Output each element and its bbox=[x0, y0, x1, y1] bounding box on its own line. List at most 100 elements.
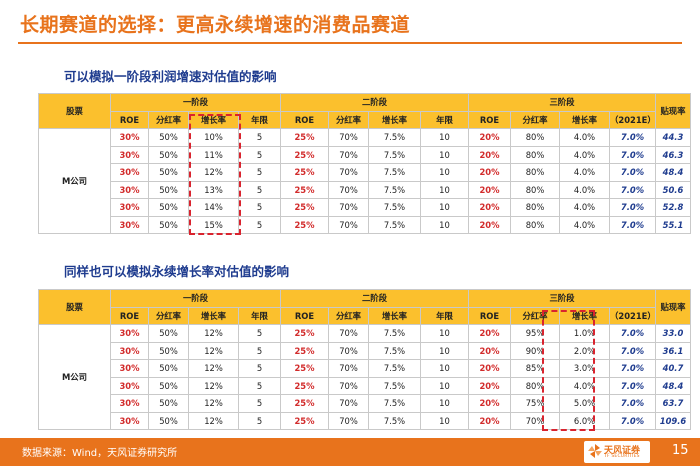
table-row: 30% 50% 12% 5 25% 70% 7.5% 10 20% 70% 6.0% 7.0% 109.… bbox=[39, 411, 691, 430]
table-cell: 20% bbox=[468, 180, 511, 199]
table-cell: 20% bbox=[468, 198, 511, 217]
header-metric: ROE bbox=[280, 306, 329, 325]
table-cell: 7.5% bbox=[368, 324, 421, 343]
table-row: 30% 50% 11% 5 25% 70% 7.5% 10 20% 80% 4.0% 7.0% 46.3 bbox=[39, 145, 691, 164]
table-cell: 7.5% bbox=[368, 376, 421, 395]
table-row: 30% 50% 12% 5 25% 70% 7.5% 10 20% 75% 5.0% 7.0% 63.7 bbox=[39, 394, 691, 413]
table-row: 30% 50% 12% 5 25% 70% 7.5% 10 20% 80% 4.0% 7.0% 48.4 bbox=[39, 163, 691, 182]
header-metric: 分红率 bbox=[328, 306, 369, 325]
table-row: M公司 30% 50% 10% 5 25% 70% 7.5% 10 20% 80% 4.0% 7.0% 4… bbox=[38, 128, 691, 234]
table-cell: 30% bbox=[110, 359, 149, 378]
header-row-stages: 股票一阶段二阶段三阶段贴现率理论PE bbox=[38, 93, 691, 129]
table-cell: 30% bbox=[110, 215, 149, 234]
table-cell: 7.5% bbox=[368, 341, 421, 360]
header-stage2: 二阶段 bbox=[280, 93, 469, 112]
table-cell: 25% bbox=[280, 394, 329, 413]
table-cell: 46.3 bbox=[655, 145, 691, 164]
header-stage2: 二阶段 bbox=[280, 289, 469, 308]
pinwheel-icon bbox=[588, 444, 602, 458]
table-cell: 20% bbox=[468, 128, 511, 147]
page-title: 长期赛道的选择：更高永续增速的消费品赛道 bbox=[20, 14, 411, 36]
table-cell: 4.0% bbox=[559, 163, 610, 182]
table-cell: 50% bbox=[148, 180, 189, 199]
table-cell: 80% bbox=[510, 215, 560, 234]
table-cell: 10 bbox=[420, 359, 469, 378]
table-cell: 25% bbox=[280, 145, 329, 164]
table-cell: 10 bbox=[420, 394, 469, 413]
table-cell: 80% bbox=[510, 198, 560, 217]
table-cell: 12% bbox=[188, 359, 239, 378]
table-cell: 70% bbox=[328, 341, 369, 360]
table-cell: 70% bbox=[328, 163, 369, 182]
table-cell: 20% bbox=[468, 163, 511, 182]
table-cell: 55.1 bbox=[655, 215, 691, 234]
highlight-stage3-growth-column bbox=[542, 310, 595, 431]
table-cell: 70% bbox=[328, 394, 369, 413]
table-cell: 10 bbox=[420, 128, 469, 147]
header-stage1: 一阶段 bbox=[110, 289, 281, 308]
table-cell: 7.5% bbox=[368, 180, 421, 199]
table-cell: 7.0% bbox=[609, 411, 656, 430]
table-cell: 7.5% bbox=[368, 359, 421, 378]
table-cell: 70% bbox=[328, 215, 369, 234]
table-row: 30% 50% 15% 5 25% 70% 7.5% 10 20% 80% 4.0% 7.0% 55.1 bbox=[39, 215, 691, 234]
table-cell: 52.8 bbox=[655, 198, 691, 217]
table-cell: 7.0% bbox=[609, 394, 656, 413]
table-cell: 50% bbox=[148, 215, 189, 234]
table-cell: 20% bbox=[468, 359, 511, 378]
valuation-table-perpetual-growth: 股票一阶段二阶段三阶段贴现率理论PEROE分红率增长率年限ROE分红率增长率年限… bbox=[38, 289, 691, 430]
table-cell: 50% bbox=[148, 411, 189, 430]
table-cell: 30% bbox=[110, 324, 149, 343]
table-cell: 70% bbox=[328, 145, 369, 164]
table-cell: 7.5% bbox=[368, 128, 421, 147]
table-cell: 30% bbox=[110, 341, 149, 360]
table-cell: 7.0% bbox=[609, 180, 656, 199]
table-cell: 30% bbox=[110, 394, 149, 413]
table-cell: 12% bbox=[188, 324, 239, 343]
header-metric: 年限 bbox=[238, 306, 281, 325]
table-cell: 80% bbox=[510, 128, 560, 147]
table-cell: 70% bbox=[328, 376, 369, 395]
table-cell: 25% bbox=[280, 198, 329, 217]
header-row-metrics: ROE 分红率 增长率 年限 ROE 分红率 增长率 年限 ROE 分红率 增长率 （2021E） bbox=[39, 110, 691, 129]
table-cell: 7.5% bbox=[368, 198, 421, 217]
table-cell: 30% bbox=[110, 411, 149, 430]
section-title-stage1: 可以模拟一阶段利润增速对估值的影响 bbox=[64, 69, 277, 84]
table-cell: 10 bbox=[420, 215, 469, 234]
valuation-table-stage1-growth: 股票一阶段二阶段三阶段贴现率理论PEROE分红率增长率年限ROE分红率增长率年限… bbox=[38, 93, 691, 234]
header-row-stages: 股票一阶段二阶段三阶段贴现率理论PE bbox=[38, 289, 691, 325]
table-cell: 7.0% bbox=[609, 359, 656, 378]
table-cell: 20% bbox=[468, 376, 511, 395]
table-cell: 80% bbox=[510, 163, 560, 182]
table-cell: 7.0% bbox=[609, 341, 656, 360]
table-cell: 50% bbox=[148, 394, 189, 413]
table-cell: 4.0% bbox=[559, 145, 610, 164]
table-cell: 48.4 bbox=[655, 376, 691, 395]
footer-bar bbox=[0, 438, 700, 466]
header-discount-rate: 贴现率 bbox=[655, 289, 691, 325]
header-metric: 增长率 bbox=[368, 110, 421, 129]
header-metric: 分红率 bbox=[510, 110, 560, 129]
table-cell: 40.7 bbox=[655, 359, 691, 378]
table-cell: 25% bbox=[280, 180, 329, 199]
header-metric: ROE bbox=[468, 306, 511, 325]
table-cell: 70% bbox=[328, 180, 369, 199]
table-cell: 7.5% bbox=[368, 145, 421, 164]
table-cell: 7.5% bbox=[368, 163, 421, 182]
table-cell: 5 bbox=[238, 411, 281, 430]
header-metric: （2021E） bbox=[609, 306, 656, 325]
table-cell: 70% bbox=[510, 411, 560, 430]
table-cell: 20% bbox=[468, 145, 511, 164]
table-cell: 25% bbox=[280, 324, 329, 343]
table-cell: 10 bbox=[420, 376, 469, 395]
table-cell: 50.6 bbox=[655, 180, 691, 199]
table-cell: 30% bbox=[110, 128, 149, 147]
logo-name: 天风证券 bbox=[604, 446, 641, 456]
header-stage3: 三阶段 bbox=[468, 289, 656, 308]
highlight-stage1-growth-column bbox=[189, 114, 241, 235]
table-cell: 109.6 bbox=[655, 411, 691, 430]
table-cell: 7.0% bbox=[609, 215, 656, 234]
header-stock: 股票 bbox=[38, 93, 111, 129]
table-cell: 50% bbox=[148, 359, 189, 378]
table-cell: 12% bbox=[188, 341, 239, 360]
